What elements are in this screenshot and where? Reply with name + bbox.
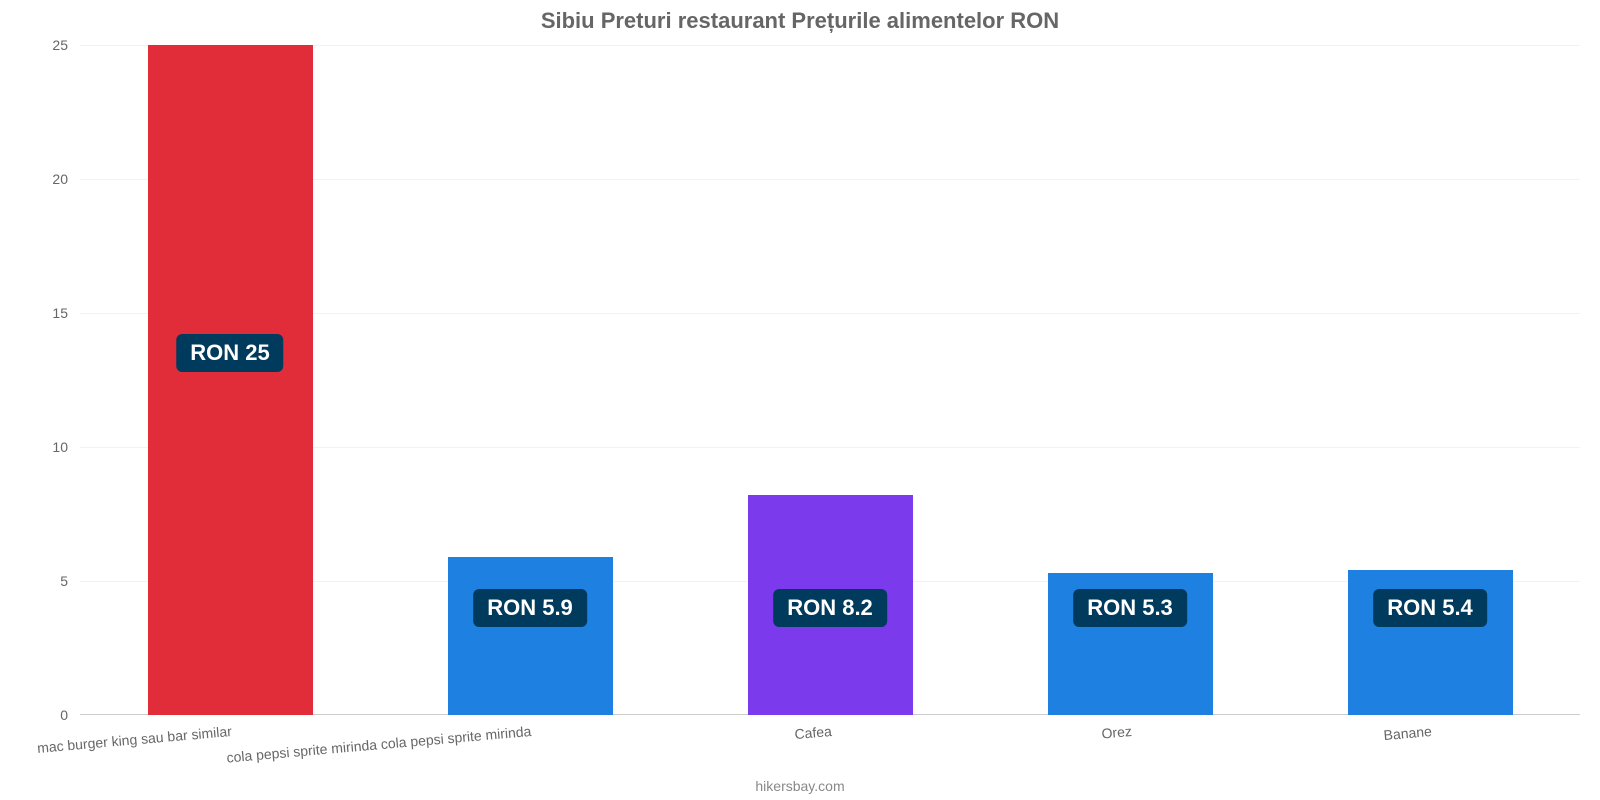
y-tick-label: 0 — [60, 707, 80, 723]
attribution: hikersbay.com — [0, 778, 1600, 794]
bar-value-badge: RON 25 — [176, 334, 283, 372]
bar-chart: Sibiu Preturi restaurant Prețurile alime… — [0, 0, 1600, 800]
bar-value-badge: RON 5.9 — [473, 589, 587, 627]
bar-value-badge: RON 8.2 — [773, 589, 887, 627]
x-tick-label: cola pepsi sprite mirinda cola pepsi spr… — [225, 715, 532, 766]
bar-value-badge: RON 5.4 — [1373, 589, 1487, 627]
y-tick-label: 10 — [52, 439, 80, 455]
chart-title: Sibiu Preturi restaurant Prețurile alime… — [0, 8, 1600, 34]
bar — [148, 45, 313, 715]
plot-area: 0510152025mac burger king sau bar simila… — [80, 45, 1580, 715]
y-tick-label: 20 — [52, 171, 80, 187]
x-tick-label: Banane — [1382, 715, 1432, 743]
x-tick-label: Orez — [1100, 715, 1132, 742]
y-tick-label: 5 — [60, 573, 80, 589]
y-tick-label: 25 — [52, 37, 80, 53]
x-tick-label: Cafea — [793, 715, 832, 742]
y-tick-label: 15 — [52, 305, 80, 321]
bar — [448, 557, 613, 715]
bar-value-badge: RON 5.3 — [1073, 589, 1187, 627]
